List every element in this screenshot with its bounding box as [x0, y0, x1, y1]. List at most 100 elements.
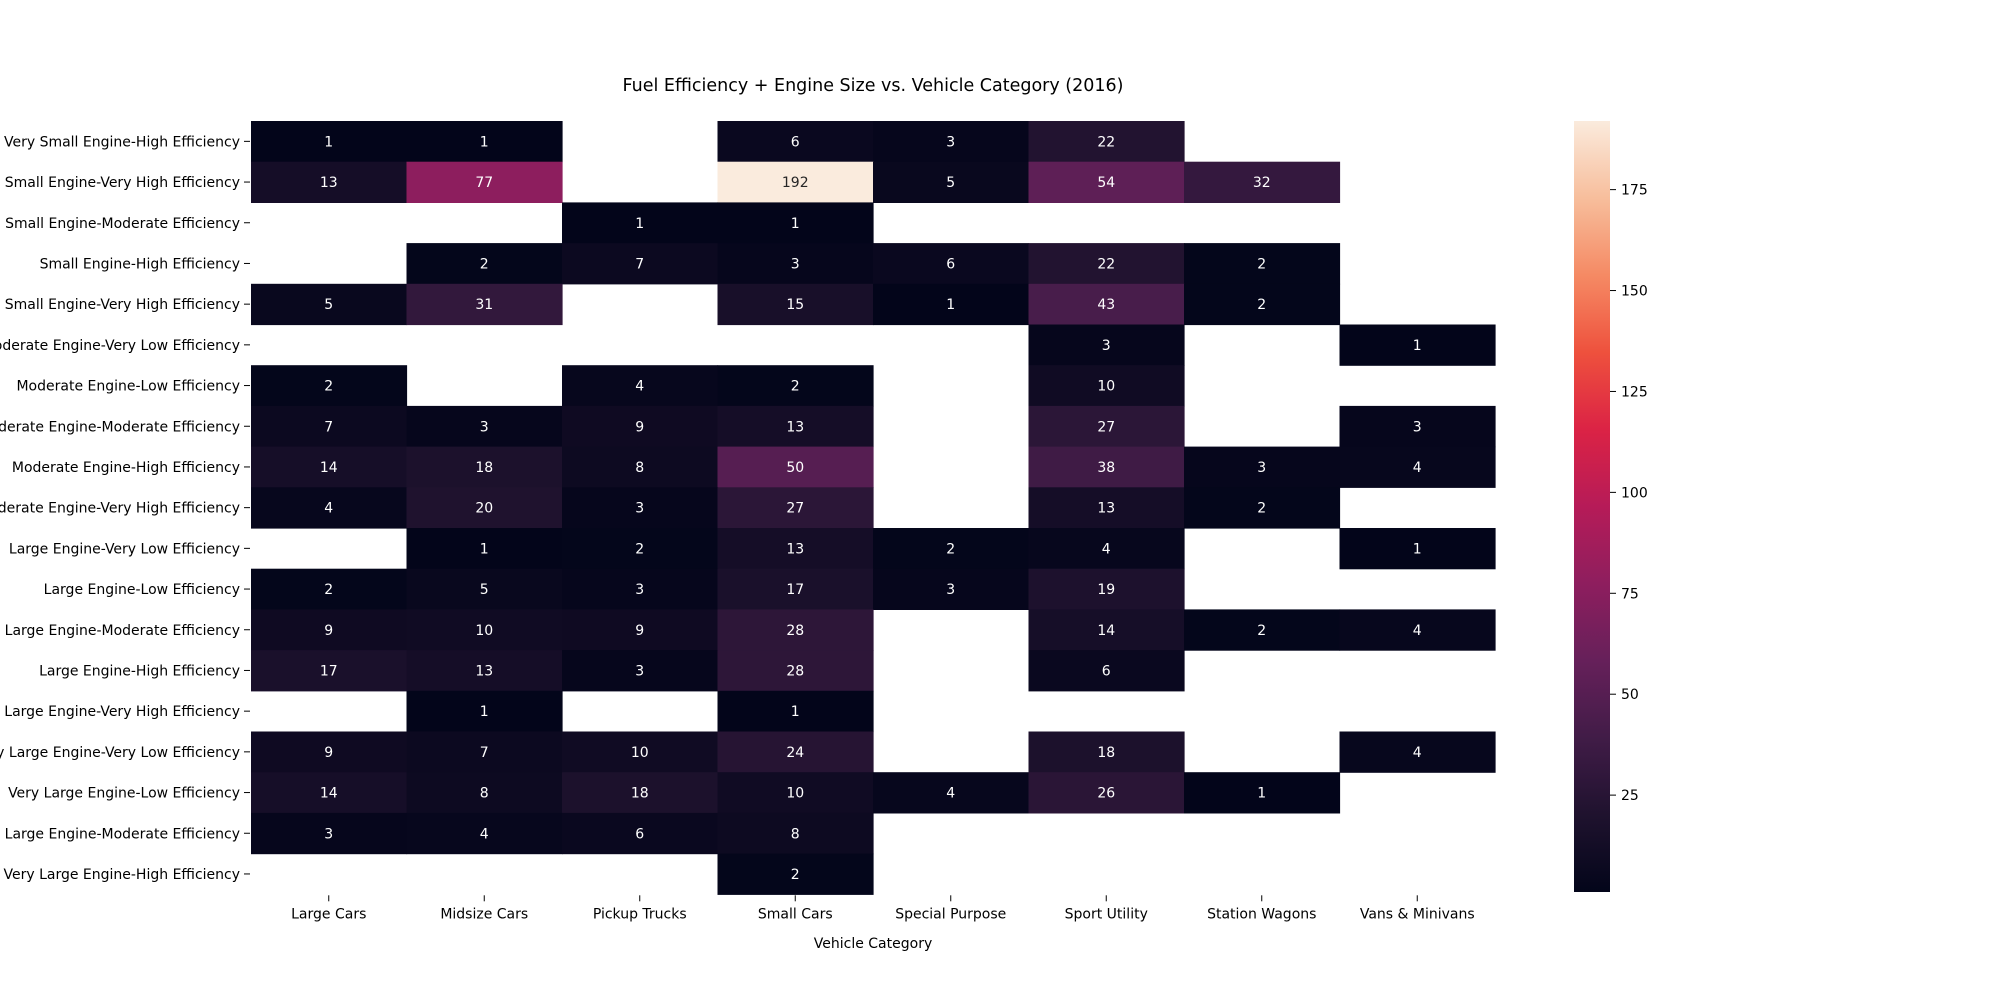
x-tick-label: Small Cars — [758, 906, 833, 922]
colorbar-tick-label: 25 — [1621, 788, 1639, 804]
heatmap-cell — [406, 161, 563, 203]
heatmap-cell — [1028, 650, 1185, 692]
cell-value-label: 2 — [791, 867, 800, 883]
cell-value-label: 31 — [475, 297, 493, 313]
y-tick-label: Moderate Engine-High Efficiency — [12, 460, 240, 476]
heatmap-cell — [717, 365, 874, 407]
cell-value-label: 192 — [782, 175, 809, 191]
heatmap-cell — [1028, 487, 1185, 529]
cell-value-label: 50 — [786, 460, 804, 476]
cell-value-label: 22 — [1097, 256, 1115, 272]
heatmap-cell — [1028, 243, 1185, 285]
colorbar-tick-label: 75 — [1621, 586, 1639, 602]
y-tick-label: Large Engine-Very Low Efficiency — [9, 541, 240, 557]
heatmap-cell — [1028, 161, 1185, 203]
cell-value-label: 2 — [791, 379, 800, 395]
cell-value-label: 2 — [324, 582, 333, 598]
heatmap-cell — [1184, 283, 1341, 326]
cell-value-label: 3 — [635, 582, 644, 598]
cell-value-label: 27 — [786, 501, 804, 517]
cell-value-label: 1 — [480, 134, 489, 150]
heatmap-cell — [406, 772, 563, 814]
cell-value-label: 2 — [1257, 256, 1266, 272]
cell-value-label: 9 — [324, 745, 333, 761]
cell-value-label: 26 — [1097, 786, 1115, 802]
heatmap-cell — [406, 609, 563, 651]
cell-value-label: 18 — [1097, 745, 1115, 761]
cell-value-label: 1 — [1413, 338, 1422, 354]
colorbar-tick-label: 150 — [1621, 284, 1648, 300]
colorbar-tick-label: 175 — [1621, 183, 1648, 199]
cell-value-label: 14 — [320, 460, 338, 476]
heatmap-cell — [251, 772, 408, 814]
heatmap-cell — [717, 812, 874, 855]
heatmap-cell — [406, 528, 563, 570]
cell-value-label: 1 — [791, 704, 800, 720]
heatmap-cell — [873, 568, 1030, 610]
cell-value-label: 5 — [480, 582, 489, 598]
heatmap-cell — [1339, 528, 1496, 570]
cell-value-label: 14 — [320, 786, 338, 802]
y-tick-label: Large Engine-Moderate Efficiency — [5, 623, 240, 639]
cell-value-label: 2 — [324, 379, 333, 395]
heatmap-cell — [1028, 365, 1185, 407]
cell-value-label: 1 — [480, 541, 489, 557]
cell-value-label: 77 — [475, 175, 493, 191]
cell-value-label: 3 — [1257, 460, 1266, 476]
y-tick-label: Moderate Engine-Very Low Efficiency — [0, 338, 240, 354]
heatmap-cell — [406, 568, 563, 610]
cell-value-label: 6 — [1102, 663, 1111, 679]
heatmap-cell — [251, 731, 408, 773]
heatmap-cell — [406, 487, 563, 529]
y-tick-label: Large Engine-High Efficiency — [39, 663, 240, 679]
heatmap-cell — [1028, 121, 1185, 163]
heatmap-cell — [1028, 568, 1185, 610]
heatmap-cell — [1028, 324, 1185, 366]
cell-value-label: 17 — [320, 663, 338, 679]
heatmap-cell — [717, 487, 874, 529]
cell-value-label: 9 — [324, 623, 333, 639]
heatmap-cell — [717, 690, 874, 733]
cell-value-label: 6 — [946, 256, 955, 272]
cell-value-label: 32 — [1253, 175, 1271, 191]
cell-value-label: 13 — [786, 419, 804, 435]
cell-value-label: 7 — [324, 419, 333, 435]
heatmap-cell — [406, 650, 563, 692]
cell-value-label: 1 — [635, 216, 644, 232]
heatmap-cell — [251, 161, 408, 203]
cell-value-label: 43 — [1097, 297, 1115, 313]
cell-value-label: 9 — [635, 623, 644, 639]
heatmap-cell — [873, 243, 1030, 285]
heatmap-cell — [1184, 772, 1341, 814]
cell-value-label: 2 — [946, 541, 955, 557]
cell-value-label: 4 — [480, 826, 489, 842]
cell-value-label: 3 — [1413, 419, 1422, 435]
y-tick-label: Moderate Engine-Moderate Efficiency — [0, 419, 240, 435]
heatmap-cell — [562, 446, 719, 488]
heatmap-cell — [406, 446, 563, 488]
cell-value-label: 7 — [480, 745, 489, 761]
heatmap-cell — [562, 243, 719, 285]
heatmap-cell — [1028, 528, 1185, 570]
colorbar-gradient — [1574, 121, 1610, 892]
cell-value-label: 4 — [1413, 623, 1422, 639]
x-tick-label: Special Purpose — [895, 906, 1006, 922]
cell-value-label: 18 — [475, 460, 493, 476]
heatmap-cell — [406, 690, 563, 733]
y-tick-label: Very Large Engine-Moderate Efficiency — [0, 826, 240, 842]
heatmap-cell — [406, 243, 563, 285]
heatmap-cell — [1028, 405, 1185, 448]
heatmap-cell — [1339, 609, 1496, 651]
cell-value-label: 10 — [786, 786, 804, 802]
cell-value-label: 1 — [480, 704, 489, 720]
x-tick-label: Midsize Cars — [440, 906, 528, 922]
heatmap-cell — [251, 609, 408, 651]
heatmap-cell — [251, 446, 408, 488]
heatmap-cell — [1028, 609, 1185, 651]
heatmap-cell — [562, 487, 719, 529]
y-axis-tick-labels: Very Small Engine-High Efficiency Very Sm… — [0, 134, 250, 883]
heatmap-cell — [251, 405, 408, 448]
heatmap-cell — [717, 568, 874, 610]
